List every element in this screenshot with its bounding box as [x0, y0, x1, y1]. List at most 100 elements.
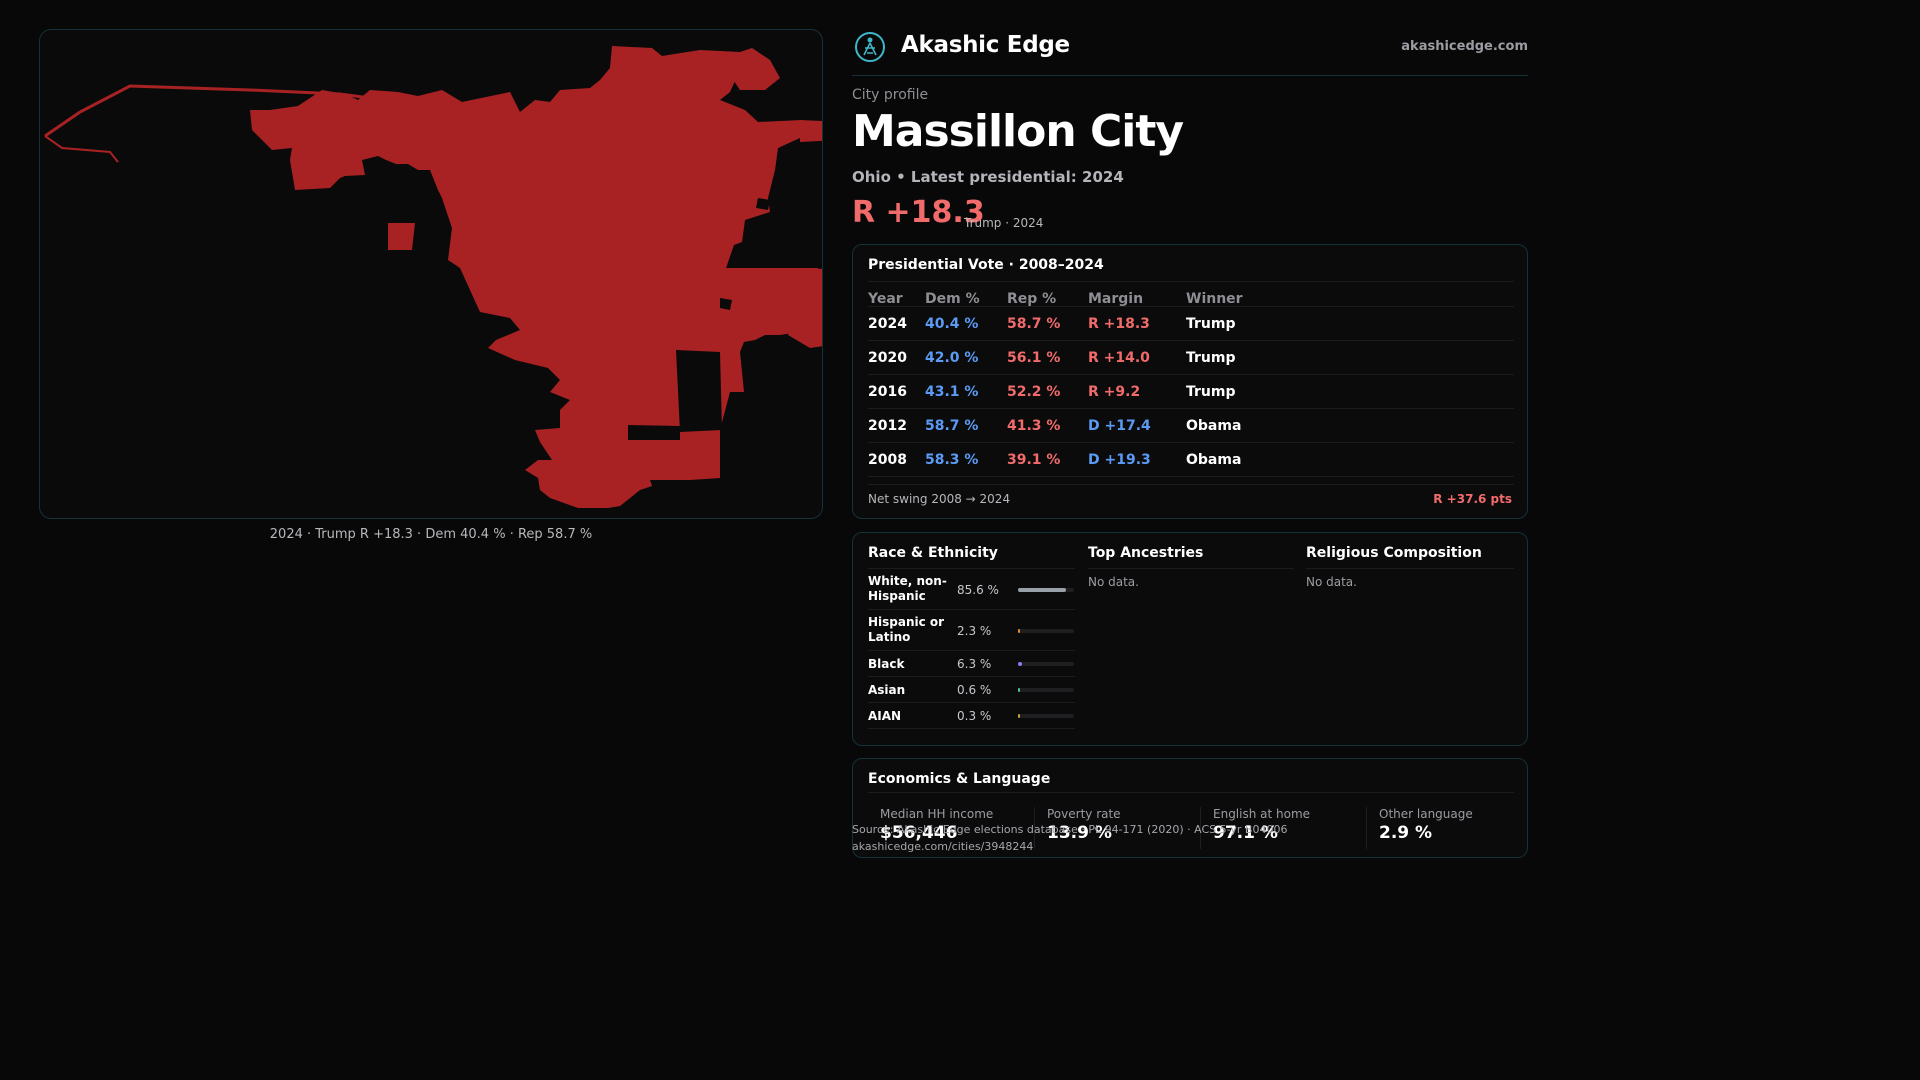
city-main-area	[250, 46, 822, 508]
race-rows: White, non-Hispanic 85.6 % Hispanic or Lat…	[868, 569, 1075, 729]
map-holes	[628, 198, 776, 440]
city-boundary-map	[44, 46, 822, 508]
race-row: White, non-Hispanic 85.6 %	[868, 569, 1075, 610]
cell-margin: D +19.3	[1088, 452, 1151, 468]
cell-dem: 42.0 %	[925, 350, 979, 366]
cell-dem: 40.4 %	[925, 316, 979, 332]
map-caption: 2024 · Trump R +18.3 · Dem 40.4 % · Rep …	[269, 527, 593, 542]
race-bar	[1018, 628, 1074, 633]
city-boundary-shape	[44, 46, 822, 508]
cell-dem: 43.1 %	[925, 384, 979, 400]
econ-label: English at home	[1213, 807, 1311, 821]
cell-winner: Trump	[1186, 384, 1236, 400]
race-ethnicity-column: Race & Ethnicity White, non-Hispanic 85.6…	[868, 545, 1075, 729]
column-header-rep: Rep %	[1007, 291, 1057, 307]
column-header-dem: Dem %	[925, 291, 980, 307]
ancestries-title: Top Ancestries	[1088, 545, 1294, 569]
city-annex-strip-lower	[44, 135, 119, 163]
brand-name[interactable]: Akashic Edge	[901, 32, 1070, 58]
econ-cell-poverty: Poverty rate 13.9 %	[1047, 807, 1121, 849]
econ-cell-other-language: Other language 2.9 %	[1379, 807, 1473, 849]
race-ethnicity-title: Race & Ethnicity	[868, 545, 1075, 569]
religion-column: Religious Composition No data.	[1306, 545, 1514, 589]
demographics-card: Race & Ethnicity White, non-Hispanic 85.6…	[852, 532, 1528, 746]
column-header-year: Year	[868, 291, 903, 307]
net-swing-label: Net swing 2008 → 2024	[868, 492, 1011, 506]
map-hole	[756, 198, 770, 210]
religion-empty: No data.	[1306, 575, 1357, 589]
site-link[interactable]: akashicedge.com	[1401, 39, 1528, 54]
presidential-vote-table: Year Dem % Rep % Margin Winner 2024 40.4 …	[868, 281, 1514, 477]
map-hole	[720, 298, 732, 310]
econ-divider	[1200, 807, 1201, 849]
divider	[868, 792, 1514, 793]
econ-label: Other language	[1379, 807, 1473, 821]
race-bar-fill	[1018, 662, 1022, 666]
econ-label: Poverty rate	[1047, 807, 1121, 821]
city-northeast-parcel	[800, 120, 822, 142]
cell-winner: Trump	[1186, 316, 1236, 332]
net-swing-value: R +37.6 pts	[1433, 492, 1512, 506]
cell-margin: R +14.0	[1088, 350, 1150, 366]
page-title: Massillon City	[852, 106, 1184, 157]
map-hole	[628, 425, 680, 440]
econ-value: 13.9 %	[1047, 823, 1112, 843]
econ-cell-income: Median HH income $56,446	[880, 807, 993, 849]
race-value: 6.3 %	[957, 657, 992, 671]
table-row: 2012 58.7 % 41.3 % D +17.4 Obama	[868, 409, 1514, 443]
cell-margin: R +18.3	[1088, 316, 1150, 332]
cell-winner: Trump	[1186, 350, 1236, 366]
column-header-margin: Margin	[1088, 291, 1144, 307]
ancestries-column: Top Ancestries No data.	[1088, 545, 1294, 589]
stylized-figure-logo-icon[interactable]	[854, 31, 886, 63]
table-row: 2016 43.1 % 52.2 % R +9.2 Trump	[868, 375, 1514, 409]
race-bar-fill	[1018, 688, 1020, 692]
race-value: 0.3 %	[957, 709, 992, 723]
cell-rep: 39.1 %	[1007, 452, 1061, 468]
race-row: Hispanic or Latino 2.3 %	[868, 610, 1075, 651]
race-row: Asian 0.6 %	[868, 677, 1075, 703]
latest-margin: R +18.3	[852, 195, 985, 230]
cell-margin: D +17.4	[1088, 418, 1151, 434]
cell-dem: 58.7 %	[925, 418, 979, 434]
race-row: Black 6.3 %	[868, 651, 1075, 677]
econ-value: 2.9 %	[1379, 823, 1433, 843]
city-east-parcel	[788, 268, 822, 348]
econ-cell-english: English at home 97.1 %	[1213, 807, 1310, 849]
economics-card: Economics & Language Median HH income $5…	[852, 758, 1528, 858]
presidential-vote-title: Presidential Vote · 2008–2024	[868, 257, 1104, 273]
cell-year: 2008	[868, 452, 907, 468]
city-annex-strip	[44, 84, 511, 138]
religion-title: Religious Composition	[1306, 545, 1514, 569]
race-bar	[1018, 662, 1074, 666]
race-bar-fill	[1018, 714, 1020, 718]
latest-margin-note: Trump · 2024	[964, 216, 1044, 230]
cell-winner: Obama	[1186, 418, 1242, 434]
cell-year: 2012	[868, 418, 907, 434]
city-north-parcel	[700, 48, 780, 90]
presidential-vote-card: Presidential Vote · 2008–2024 Year Dem %…	[852, 244, 1528, 519]
race-value: 85.6 %	[957, 582, 999, 597]
header: Akashic Edge akashicedge.com	[852, 29, 1528, 76]
race-bar	[1018, 587, 1074, 592]
econ-value: 97.1 %	[1213, 823, 1278, 843]
cell-rep: 52.2 %	[1007, 384, 1061, 400]
cell-rep: 41.3 %	[1007, 418, 1061, 434]
profile-kicker: City profile	[852, 87, 929, 103]
map-hole	[676, 350, 722, 432]
source-line: Source: Akashic Edge elections database …	[852, 823, 1288, 836]
source-url[interactable]: akashicedge.com/cities/3948244	[852, 840, 1034, 853]
ancestries-empty: No data.	[1088, 575, 1139, 589]
econ-label: Median HH income	[880, 807, 994, 821]
map-hole	[766, 350, 776, 358]
race-bar-fill	[1018, 587, 1066, 592]
column-header-winner: Winner	[1186, 291, 1243, 307]
city-west-parcel	[388, 223, 415, 250]
profile-subtitle: Ohio • Latest presidential: 2024	[852, 168, 1124, 186]
race-label: Hispanic or Latino	[868, 615, 945, 644]
race-bar-fill	[1018, 628, 1020, 633]
race-label: White, non-Hispanic	[868, 574, 947, 603]
table-row: 2020 42.0 % 56.1 % R +14.0 Trump	[868, 341, 1514, 375]
cell-rep: 58.7 %	[1007, 316, 1061, 332]
table-row: 2008 58.3 % 39.1 % D +19.3 Obama	[868, 443, 1514, 477]
